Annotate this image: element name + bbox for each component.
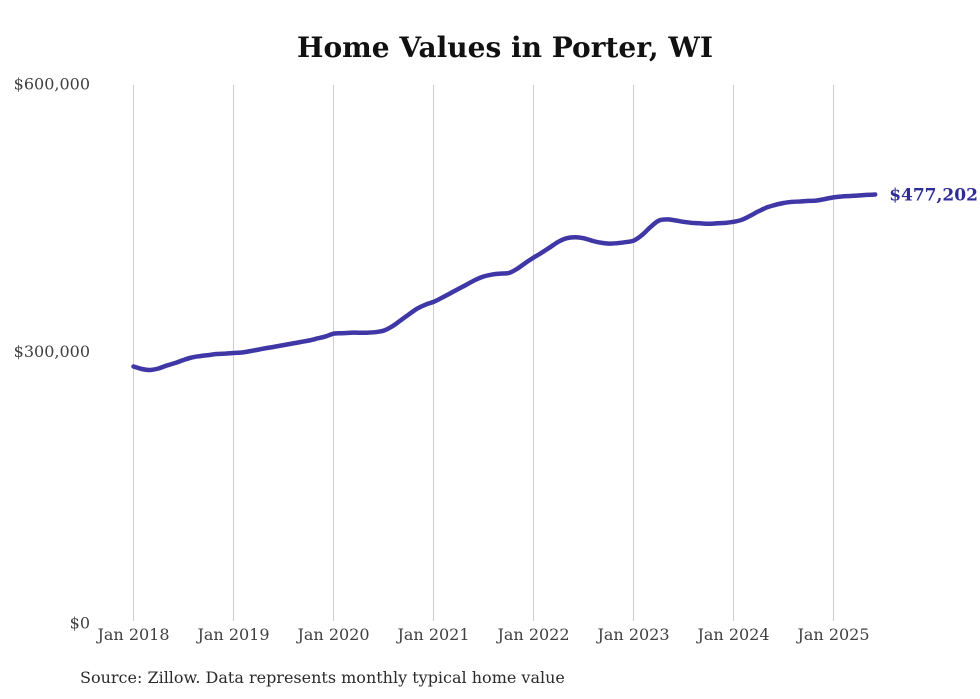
x-tick-label: Jan 2021 (395, 625, 469, 644)
y-tick-label: $300,000 (14, 342, 90, 361)
x-tick-label: Jan 2025 (795, 625, 869, 644)
x-axis-labels: Jan 2018 Jan 2019 Jan 2020 Jan 2021 Jan 2022… (95, 625, 869, 644)
source-note: Source: Zillow. Data represents monthly … (80, 668, 565, 687)
x-tick-label: Jan 2020 (295, 625, 369, 644)
home-value-line (131, 192, 878, 373)
y-tick-label: $0 (70, 614, 90, 633)
x-tick-label: Jan 2024 (695, 625, 769, 644)
end-value-label: $477,202 (889, 186, 978, 206)
x-tick-label: Jan 2018 (95, 625, 169, 644)
gridlines (133, 85, 834, 621)
x-tick-label: Jan 2023 (595, 625, 669, 644)
x-tick-label: Jan 2019 (195, 625, 269, 644)
chart-title: Home Values in Porter, WI (297, 31, 713, 64)
y-tick-label: $600,000 (14, 75, 90, 94)
y-axis-labels: $600,000 $300,000 $0 (14, 75, 90, 633)
x-tick-label: Jan 2022 (495, 625, 569, 644)
